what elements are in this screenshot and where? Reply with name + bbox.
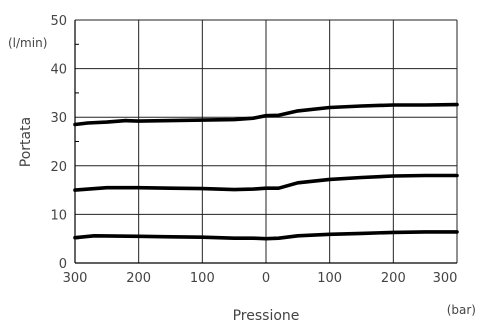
axes [74, 20, 457, 264]
x-tick-label-5: 200 [381, 271, 406, 286]
series-line-2 [73, 173, 459, 192]
x-tick-labels: 300 200 100 0 100 200 300 [63, 271, 458, 286]
grid [75, 19, 458, 263]
x-tick-label-4: 100 [317, 271, 342, 286]
y-tick-label-50: 50 [50, 14, 67, 29]
x-tick-label-0: 300 [63, 271, 88, 286]
x-axis-title: Pressione [233, 308, 300, 324]
y-tick-labels: 0 10 20 30 40 50 [50, 14, 67, 272]
y-tick-label-10: 10 [50, 208, 67, 223]
x-unit-label: (bar) [447, 303, 476, 317]
y-tick-label-20: 20 [50, 160, 67, 175]
y-axis-title: Portata [18, 117, 34, 167]
y-tick-label-40: 40 [50, 63, 67, 78]
x-tick-label-1: 200 [126, 271, 151, 286]
x-tick-label-3: 0 [262, 271, 270, 286]
y-tick-label-30: 30 [50, 111, 67, 126]
y-unit-label: (l/min) [8, 36, 47, 50]
y-tick-label-0: 0 [59, 257, 67, 272]
series-group [73, 102, 459, 241]
x-tick-label-6: 300 [433, 271, 458, 286]
series-line-3 [73, 230, 459, 241]
series-line-1 [73, 102, 459, 127]
x-tick-label-2: 100 [190, 271, 215, 286]
